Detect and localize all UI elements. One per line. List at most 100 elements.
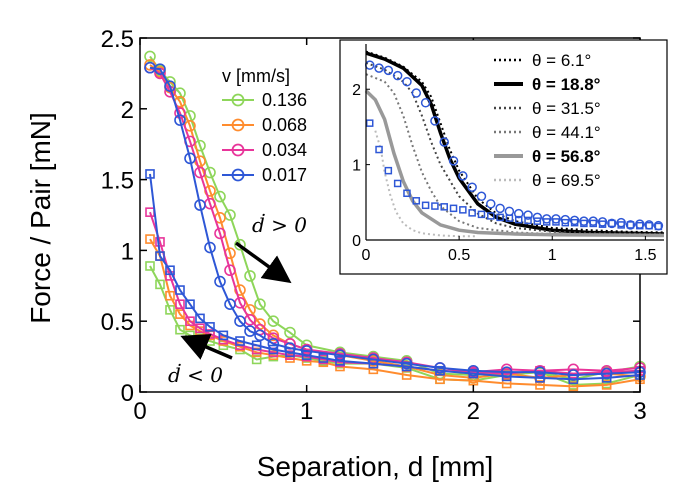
inset-x-tick-label: 1.5: [634, 247, 656, 264]
inset-legend-label: θ = 44.1°: [532, 123, 601, 142]
inset-curve: [364, 89, 665, 238]
y-tick-label: 2.5: [101, 26, 134, 53]
inset-x-tick-label: 0: [362, 247, 371, 264]
inset-data-point: [384, 166, 393, 175]
inset-data-point: [392, 70, 403, 81]
inset-legend-entry: θ = 31.5°: [494, 99, 601, 118]
data-point: [601, 380, 612, 390]
data-point: [501, 378, 512, 389]
data-point: [175, 299, 185, 310]
annotations: ḋ > 0 ḋ < 0: [168, 212, 307, 387]
inset-data-point: [551, 214, 561, 224]
inset-data-point: [412, 197, 421, 205]
legend-label: 0.017: [262, 165, 307, 185]
inset-data-point: [588, 216, 598, 226]
data-point: [165, 265, 175, 276]
inset-data-point: [486, 199, 496, 209]
data-point: [155, 279, 165, 290]
data-point: [435, 365, 445, 376]
inset-data-point: [645, 221, 653, 230]
legend-marker: [231, 93, 245, 107]
series-0.017-opening: [144, 61, 646, 381]
data-point: [195, 313, 205, 324]
annotation-opening: ḋ > 0: [252, 212, 307, 237]
data-point: [301, 350, 312, 360]
inset-legend-entry: θ = 69.5°: [494, 171, 601, 190]
y-tick-label: 1: [121, 238, 134, 265]
inset-data-point: [496, 213, 504, 222]
inset-data-point: [411, 88, 422, 98]
data-point: [175, 324, 185, 335]
data-point: [185, 299, 195, 310]
inset-data-point: [597, 217, 608, 227]
inset-data-point: [589, 219, 597, 228]
arrow-opening: [234, 241, 292, 284]
inset-data-point: [383, 65, 394, 76]
inset-data-point: [467, 182, 477, 192]
legend-entry: 0.136: [222, 90, 307, 110]
inset-legend-label: θ = 56.8°: [532, 147, 601, 166]
inset-data-point: [617, 221, 625, 229]
inset-data-point: [552, 218, 560, 226]
inset-axes: [365, 44, 664, 241]
data-point: [267, 315, 280, 328]
data-point: [204, 241, 216, 254]
inset-y-tick-label: 0: [352, 233, 361, 250]
legend-marker: [231, 118, 245, 132]
data-point: [224, 264, 236, 277]
data-point: [467, 364, 480, 377]
inset-data-point: [541, 214, 552, 224]
x-tick-label: 3: [633, 398, 646, 425]
data-point: [368, 364, 379, 375]
inset-data-point: [608, 219, 616, 228]
inset-data-point: [636, 221, 644, 230]
inset-curve: [365, 50, 665, 234]
data-point: [401, 361, 412, 372]
inset-data-point: [505, 214, 514, 222]
inset-data-point: [625, 220, 636, 230]
inset-series-layer: [364, 50, 665, 238]
inset-data-point: [393, 179, 402, 188]
legend-label: 0.034: [262, 140, 307, 160]
legend-title: v [mm/s]: [222, 66, 290, 86]
inset-series: [364, 60, 664, 231]
data-point: [434, 362, 446, 374]
data-point: [164, 80, 176, 92]
data-point: [184, 152, 196, 165]
inset-data-point: [532, 212, 543, 223]
data-point: [174, 114, 186, 126]
main-series-layer: [144, 50, 646, 392]
inset-legend-label: θ = 31.5°: [532, 99, 601, 118]
inset-data-point: [487, 212, 495, 220]
legend-entry: 0.017: [222, 165, 307, 185]
inset-curve: [365, 61, 665, 235]
inset-legend-entry: θ = 44.1°: [494, 123, 601, 142]
inset-data-point: [654, 222, 663, 231]
x-tick-label: 1: [300, 398, 313, 425]
legend-marker: [231, 143, 245, 157]
data-point: [194, 199, 206, 211]
data-point: [205, 322, 215, 332]
data-point: [535, 373, 545, 383]
data-point: [251, 340, 262, 351]
data-point: [155, 237, 165, 247]
inset-series: [365, 50, 665, 234]
data-point: [145, 261, 155, 271]
inset-x-tick-label: 0.5: [448, 247, 470, 264]
inset-data-point: [431, 202, 439, 210]
data-point: [318, 353, 329, 363]
data-point: [568, 381, 579, 392]
inset-data-point: [430, 116, 440, 126]
data-point: [144, 50, 156, 63]
inset-legend-entry: θ = 18.8°: [494, 75, 601, 94]
inset-data-point: [626, 221, 635, 229]
inset-data-point: [570, 218, 579, 227]
data-point: [214, 190, 226, 203]
data-point: [165, 290, 175, 301]
legend-entry: 0.068: [222, 115, 307, 135]
inset-series: [365, 119, 663, 231]
inset-series: [364, 89, 665, 238]
inset-legend-label: θ = 6.1°: [532, 51, 591, 70]
data-point: [254, 298, 266, 311]
